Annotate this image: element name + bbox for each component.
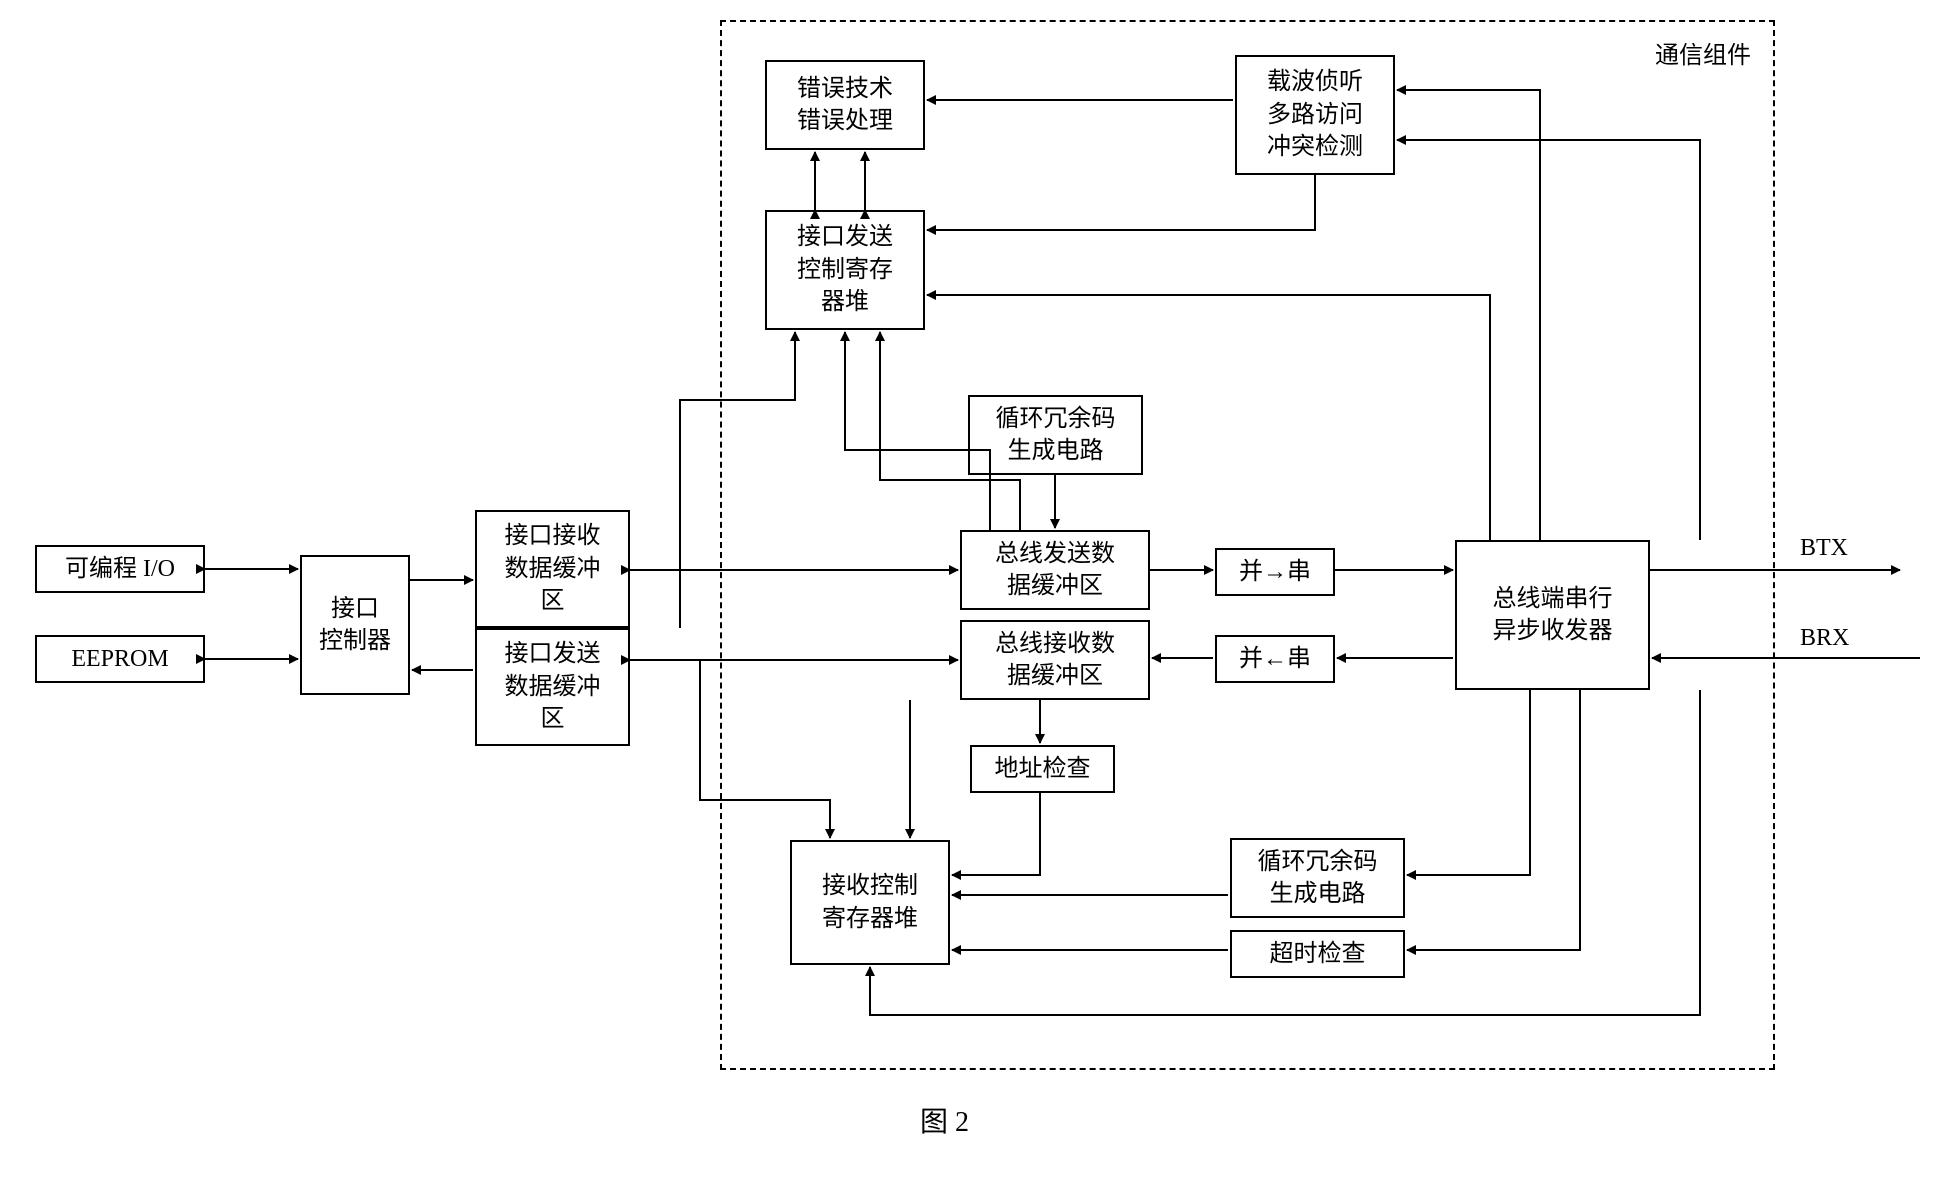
box-if-rx-buf: 接口接收 数据缓冲 区 [475,510,630,628]
box-timeout: 超时检查 [1230,930,1405,978]
btx-label: BTX [1800,535,1848,562]
box-csma: 载波侦听 多路访问 冲突检测 [1235,55,1395,175]
figure-caption: 图 2 [920,1100,969,1140]
box-p2s: 并→串 [1215,548,1335,596]
box-crc-top: 循环冗余码 生成电路 [968,395,1143,475]
box-s2p: 并←串 [1215,635,1335,683]
box-crc-bot: 循环冗余码 生成电路 [1230,838,1405,918]
box-bus-tx-buf: 总线发送数 据缓冲区 [960,530,1150,610]
box-if-tx-ctrl: 接口发送 控制寄存 器堆 [765,210,925,330]
box-err-proc: 错误技术 错误处理 [765,60,925,150]
box-rx-ctrl: 接收控制 寄存器堆 [790,840,950,965]
box-prog-io: 可编程 I/O [35,545,205,593]
box-eeprom: EEPROM [35,635,205,683]
brx-label: BRX [1800,625,1849,652]
box-if-tx-buf: 接口发送 数据缓冲 区 [475,628,630,746]
box-addr-check: 地址检查 [970,745,1115,793]
box-bus-rx-buf: 总线接收数 据缓冲区 [960,620,1150,700]
box-if-ctrl: 接口 控制器 [300,555,410,695]
box-bus-uart: 总线端串行 异步收发器 [1455,540,1650,690]
container-label: 通信组件 [1655,35,1751,70]
